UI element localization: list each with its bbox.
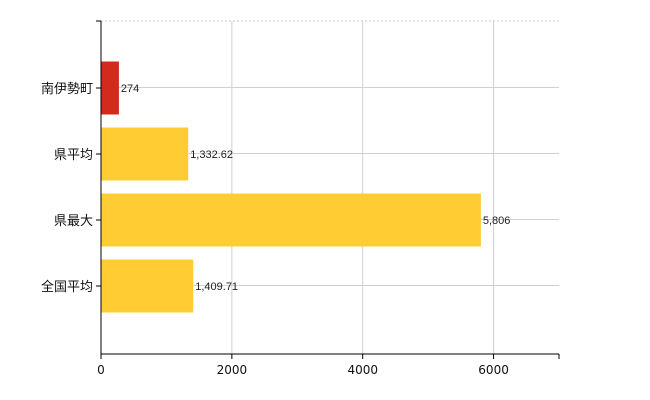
bar bbox=[101, 259, 194, 313]
bar bbox=[101, 127, 189, 181]
category-label: 全国平均 bbox=[41, 279, 93, 295]
x-tick-label: 6000 bbox=[478, 363, 509, 377]
category-label: 県平均 bbox=[54, 148, 93, 163]
x-tick-label: 0 bbox=[97, 363, 105, 377]
category-label: 南伊勢町 bbox=[41, 81, 93, 97]
data-label: 1,332.62 bbox=[190, 149, 233, 161]
bar bbox=[101, 193, 481, 247]
data-label: 5,806 bbox=[483, 215, 511, 227]
data-label: 1,409.71 bbox=[195, 281, 238, 293]
data-label: 274 bbox=[121, 83, 139, 95]
bar bbox=[101, 61, 119, 115]
x-tick-label: 4000 bbox=[347, 363, 378, 377]
x-tick-label: 2000 bbox=[217, 363, 248, 377]
category-label: 県最大 bbox=[54, 214, 93, 229]
